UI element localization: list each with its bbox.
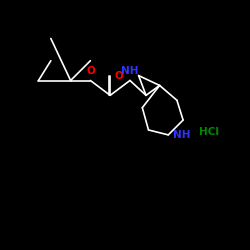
Text: NH: NH bbox=[121, 66, 139, 76]
Text: HCl: HCl bbox=[199, 128, 219, 138]
Text: O: O bbox=[86, 66, 95, 76]
Text: O: O bbox=[114, 70, 123, 81]
Text: NH: NH bbox=[173, 130, 190, 140]
